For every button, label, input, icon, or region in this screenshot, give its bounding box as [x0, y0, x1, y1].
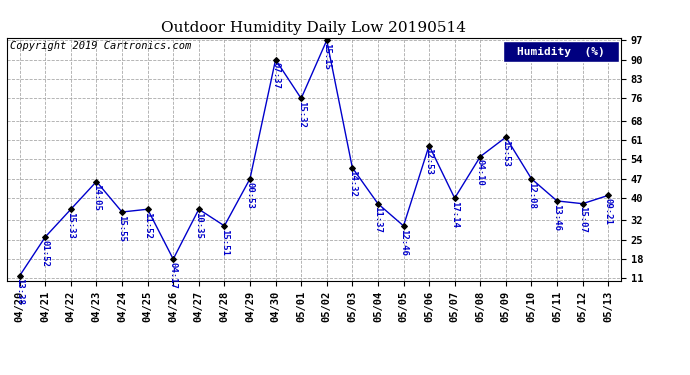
- Text: 11:37: 11:37: [373, 207, 382, 233]
- Text: 14:32: 14:32: [348, 171, 357, 197]
- Text: Copyright 2019 Cartronics.com: Copyright 2019 Cartronics.com: [10, 41, 191, 51]
- Text: 13:38: 13:38: [15, 279, 24, 305]
- Point: [322, 37, 333, 43]
- Point: [373, 201, 384, 207]
- Point: [117, 209, 128, 215]
- Text: 12:08: 12:08: [527, 182, 536, 209]
- Text: 09:21: 09:21: [604, 198, 613, 225]
- Text: 13:46: 13:46: [553, 204, 562, 231]
- Point: [66, 206, 77, 212]
- Text: 04:10: 04:10: [476, 159, 485, 186]
- Text: 12:46: 12:46: [399, 229, 408, 255]
- Text: 10:35: 10:35: [195, 212, 204, 239]
- Point: [424, 142, 435, 148]
- FancyBboxPatch shape: [503, 41, 618, 62]
- Text: 04:17: 04:17: [169, 262, 178, 289]
- Point: [398, 223, 409, 229]
- Point: [193, 206, 204, 212]
- Point: [449, 195, 460, 201]
- Text: 15:32: 15:32: [297, 101, 306, 128]
- Text: 15:33: 15:33: [66, 212, 75, 239]
- Text: 12:53: 12:53: [424, 148, 433, 175]
- Point: [91, 178, 102, 184]
- Point: [475, 154, 486, 160]
- Point: [219, 223, 230, 229]
- Text: 15:15: 15:15: [322, 43, 331, 70]
- Point: [526, 176, 537, 182]
- Text: 07:37: 07:37: [271, 62, 280, 89]
- Title: Outdoor Humidity Daily Low 20190514: Outdoor Humidity Daily Low 20190514: [161, 21, 466, 35]
- Point: [500, 134, 511, 140]
- Point: [142, 206, 153, 212]
- Text: 01:52: 01:52: [41, 240, 50, 267]
- Point: [14, 273, 26, 279]
- Point: [602, 192, 613, 198]
- Text: 11:52: 11:52: [143, 212, 152, 239]
- Point: [244, 176, 255, 182]
- Point: [577, 201, 588, 207]
- Point: [40, 234, 51, 240]
- Text: Humidity  (%): Humidity (%): [517, 46, 604, 57]
- Point: [347, 165, 358, 171]
- Text: 15:55: 15:55: [117, 215, 126, 242]
- Point: [270, 57, 281, 63]
- Text: 14:05: 14:05: [92, 184, 101, 211]
- Point: [295, 96, 306, 102]
- Text: 15:51: 15:51: [220, 229, 229, 255]
- Text: 00:53: 00:53: [246, 182, 255, 209]
- Point: [551, 198, 562, 204]
- Text: 17:14: 17:14: [450, 201, 459, 228]
- Text: 15:53: 15:53: [502, 140, 511, 167]
- Point: [168, 256, 179, 262]
- Text: 15:07: 15:07: [578, 207, 587, 233]
